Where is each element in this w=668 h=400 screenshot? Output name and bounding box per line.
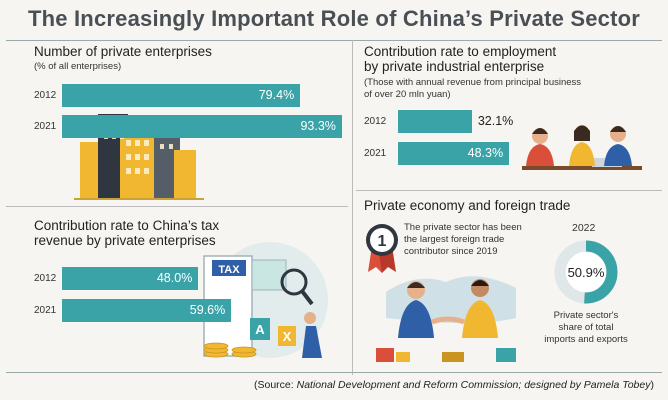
employment-bar-2012 <box>398 110 472 133</box>
right-divider <box>356 190 662 191</box>
tax-sign-text: TAX <box>218 264 240 276</box>
buildings-illustration <box>74 114 204 200</box>
donut-value-arc <box>554 240 618 304</box>
source-text: National Development and Reform Commissi… <box>296 379 651 391</box>
meeting-illustration <box>522 125 642 170</box>
tax-bar-2021 <box>62 299 232 322</box>
enterprises-year-2021: 2021 <box>34 121 57 132</box>
tax-title-line1: Contribution rate to China’s tax <box>34 218 220 233</box>
tax-letter-a: A <box>255 322 265 337</box>
trade-year: 2022 <box>572 222 596 234</box>
enterprises-year-2012: 2012 <box>34 90 57 101</box>
enterprises-bar-2021 <box>62 115 342 138</box>
tax-illustration: TAX T A X <box>203 242 328 358</box>
trade-donut: 50.9% <box>554 240 618 304</box>
tax-letter-x: X <box>283 329 292 344</box>
enterprises-label-2021: 93.3% <box>300 119 336 133</box>
source-note: (Source: National Development and Reform… <box>254 379 654 391</box>
enterprises-title: Number of private enterprises <box>34 44 212 59</box>
tax-title-line2: revenue by private enterprises <box>34 233 216 248</box>
tax-year-2021: 2021 <box>34 305 57 316</box>
tax-label-2012: 48.0% <box>156 271 193 285</box>
source-prefix: (Source: <box>254 379 297 391</box>
trade-note-line3: contributor since 2019 <box>404 246 498 257</box>
donut-caption-line1: Private sector's <box>553 310 619 321</box>
trade-note-line2: the largest foreign trade <box>404 234 505 245</box>
employment-title-line2: by private industrial enterprise <box>364 59 545 74</box>
tax-label-2021: 59.6% <box>189 303 226 317</box>
employment-year-2021: 2021 <box>364 148 387 159</box>
handshake-illustration <box>376 276 516 362</box>
left-divider <box>6 206 348 207</box>
trade-title: Private economy and foreign trade <box>364 198 571 213</box>
medal-icon: 1 <box>366 224 398 273</box>
trade-note-line1: The private sector has been <box>404 222 522 233</box>
page-title: The Increasingly Important Role of China… <box>27 6 641 31</box>
employment-year-2012: 2012 <box>364 116 387 127</box>
tax-year-2012: 2012 <box>34 273 57 284</box>
enterprises-bar-2012 <box>62 84 301 107</box>
tax-bar-2012 <box>62 267 199 290</box>
bottom-divider <box>6 372 662 373</box>
center-divider <box>352 40 353 375</box>
enterprises-label-2012: 79.4% <box>258 88 295 102</box>
donut-caption-line3: imports and exports <box>544 334 628 345</box>
donut-caption-line2: share of total <box>558 322 614 333</box>
employment-subtitle-line1: (Those with annual revenue from principa… <box>364 77 582 88</box>
source-suffix: ) <box>650 379 655 391</box>
employment-title-line1: Contribution rate to employment <box>364 44 557 59</box>
title-divider <box>6 40 662 41</box>
employment-bar-2021 <box>398 142 510 165</box>
employment-label-2021: 48.3% <box>467 146 504 160</box>
medal-number: 1 <box>378 233 387 250</box>
employment-label-2012: 32.1% <box>477 114 514 128</box>
enterprises-subtitle: (% of all enterprises) <box>34 61 122 72</box>
employment-subtitle-line2: of over 20 mln yuan) <box>364 89 451 100</box>
donut-label: 50.9% <box>568 265 605 280</box>
